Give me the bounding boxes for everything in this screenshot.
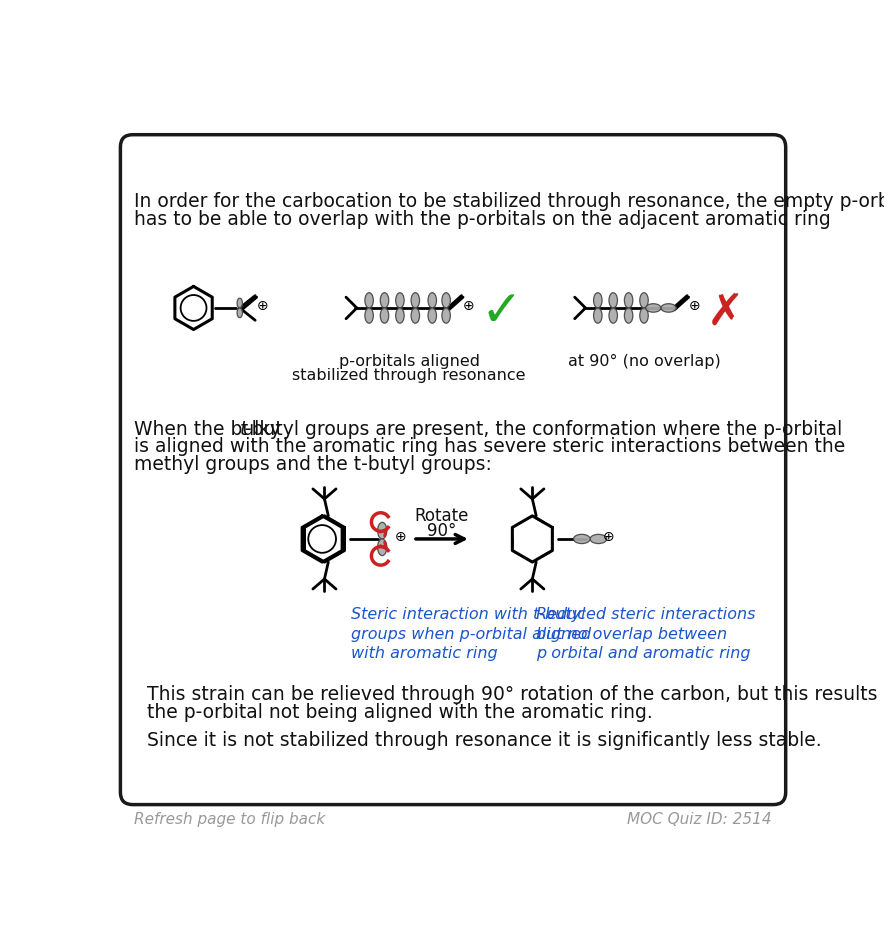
Ellipse shape	[365, 293, 373, 308]
Ellipse shape	[609, 293, 617, 308]
Text: has to be able to overlap with the p-orbitals on the adjacent aromatic ring: has to be able to overlap with the p-orb…	[134, 210, 831, 229]
Text: 90°: 90°	[427, 523, 456, 540]
Ellipse shape	[640, 308, 648, 324]
Ellipse shape	[428, 293, 437, 308]
Ellipse shape	[365, 308, 373, 324]
Ellipse shape	[380, 293, 389, 308]
Text: is aligned with the aromatic ring has severe steric interactions between the: is aligned with the aromatic ring has se…	[134, 437, 845, 457]
Text: ⊕: ⊕	[689, 299, 700, 313]
Text: ✓: ✓	[480, 287, 522, 336]
Text: Since it is not stabilized through resonance it is significantly less stable.: Since it is not stabilized through reson…	[148, 732, 822, 751]
Ellipse shape	[411, 293, 420, 308]
Ellipse shape	[442, 308, 450, 324]
Text: p-orbitals aligned: p-orbitals aligned	[339, 354, 480, 369]
Text: Rotate: Rotate	[415, 507, 469, 525]
Text: t: t	[240, 419, 248, 439]
Ellipse shape	[593, 308, 602, 324]
Text: ✗: ✗	[707, 290, 744, 333]
Ellipse shape	[593, 293, 602, 308]
Ellipse shape	[661, 304, 676, 312]
Ellipse shape	[377, 523, 387, 539]
Text: the p-orbital not being aligned with the aromatic ring.: the p-orbital not being aligned with the…	[148, 703, 653, 722]
Ellipse shape	[380, 308, 389, 324]
Ellipse shape	[442, 293, 450, 308]
FancyBboxPatch shape	[120, 135, 786, 804]
Ellipse shape	[624, 308, 633, 324]
Text: at 90° (no overlap): at 90° (no overlap)	[568, 354, 720, 369]
Ellipse shape	[645, 304, 661, 312]
Text: stabilized through resonance: stabilized through resonance	[293, 368, 526, 383]
Ellipse shape	[377, 539, 387, 555]
Ellipse shape	[591, 535, 606, 543]
Ellipse shape	[624, 293, 633, 308]
Ellipse shape	[411, 308, 420, 324]
Ellipse shape	[640, 293, 648, 308]
Text: Reduced steric interactions
but no overlap between
p orbital and aromatic ring: Reduced steric interactions but no overl…	[537, 606, 756, 661]
Text: ⊕: ⊕	[394, 530, 406, 544]
Ellipse shape	[237, 299, 242, 308]
Text: Refresh page to flip back: Refresh page to flip back	[134, 812, 325, 828]
Ellipse shape	[428, 308, 437, 324]
Text: Steric interaction with t-butyl
groups when p-orbital aligned
with aromatic ring: Steric interaction with t-butyl groups w…	[352, 606, 591, 661]
Text: MOC Quiz ID: 2514: MOC Quiz ID: 2514	[628, 812, 772, 828]
Text: methyl groups and the t-butyl groups:: methyl groups and the t-butyl groups:	[134, 455, 492, 474]
Ellipse shape	[237, 308, 242, 318]
Text: In order for the carbocation to be stabilized through resonance, the empty p-orb: In order for the carbocation to be stabi…	[134, 193, 884, 211]
Ellipse shape	[396, 293, 404, 308]
Text: When the bulky: When the bulky	[134, 419, 287, 439]
Ellipse shape	[396, 308, 404, 324]
Text: -butyl groups are present, the conformation where the p-orbital: -butyl groups are present, the conformat…	[245, 419, 842, 439]
Text: ⊕: ⊕	[256, 299, 269, 313]
Ellipse shape	[574, 535, 591, 543]
Text: ⊕: ⊕	[602, 530, 614, 544]
Text: ⊕: ⊕	[463, 299, 475, 313]
Ellipse shape	[609, 308, 617, 324]
Text: This strain can be relieved through 90° rotation of the carbon, but this results: This strain can be relieved through 90° …	[148, 685, 884, 704]
